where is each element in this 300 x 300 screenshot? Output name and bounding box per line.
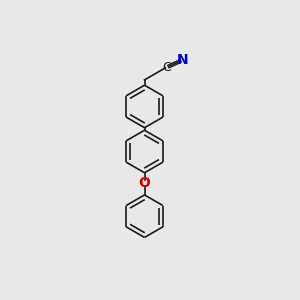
- Text: C: C: [162, 61, 171, 74]
- Text: O: O: [139, 176, 150, 190]
- Text: N: N: [177, 53, 188, 67]
